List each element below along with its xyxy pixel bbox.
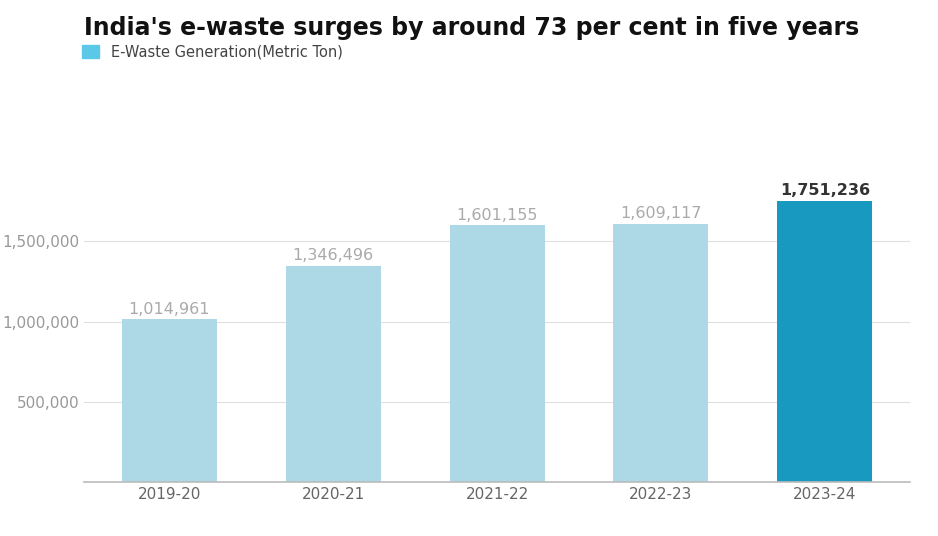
Text: 1,014,961: 1,014,961 (129, 302, 210, 317)
Bar (613, 224, 708, 482)
Text: 1,609,117: 1,609,117 (620, 206, 702, 221)
Text: 1,751,236: 1,751,236 (779, 183, 870, 198)
Bar (449, 225, 545, 482)
Legend: E-Waste Generation(Metric Ton): E-Waste Generation(Metric Ton) (76, 39, 349, 65)
Text: 1,346,496: 1,346,496 (293, 249, 374, 264)
Text: India's e-waste surges by around 73 per cent in five years: India's e-waste surges by around 73 per … (84, 16, 859, 40)
Bar (122, 319, 217, 482)
Bar (286, 266, 381, 482)
Bar (778, 201, 872, 482)
Text: 1,601,155: 1,601,155 (457, 207, 537, 222)
